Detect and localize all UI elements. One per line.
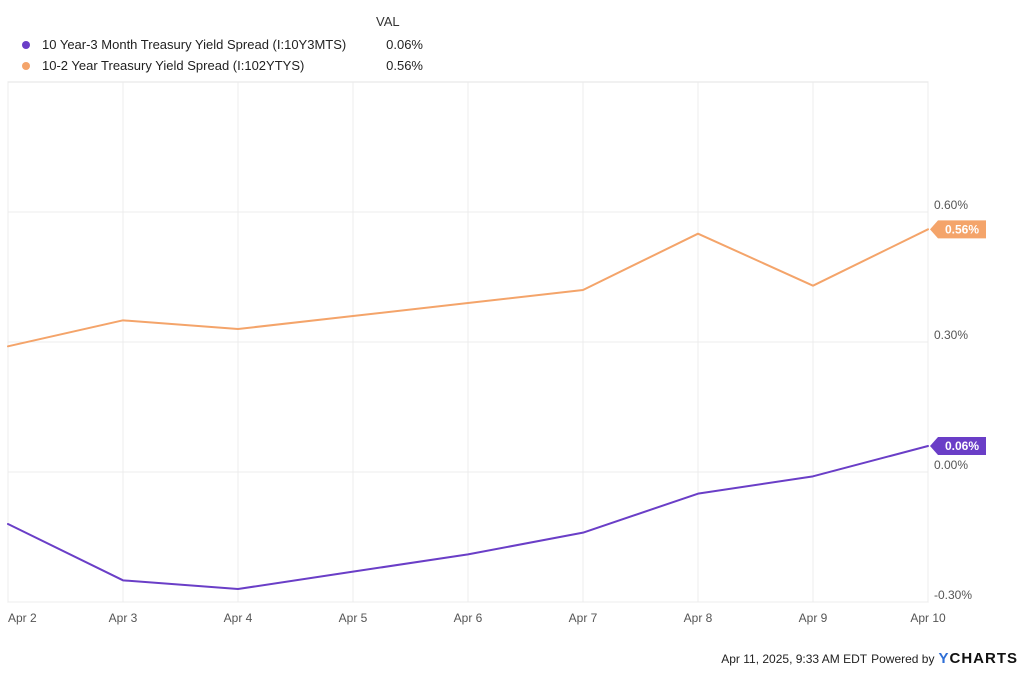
end-value-label: 0.06% <box>945 439 979 453</box>
x-tick-label: Apr 10 <box>910 611 946 625</box>
ycharts-logo-text: CHARTS <box>949 650 1018 667</box>
end-value-label: 0.56% <box>945 222 979 236</box>
legend-series-value: 0.56% <box>386 58 423 73</box>
x-tick-label: Apr 7 <box>569 611 598 625</box>
x-tick-label: Apr 8 <box>684 611 713 625</box>
legend-series-value: 0.06% <box>386 37 423 52</box>
y-tick-label: 0.30% <box>934 328 968 342</box>
x-tick-label: Apr 4 <box>224 611 253 625</box>
ycharts-logo-mark: Y <box>938 650 950 667</box>
powered-by-text: Powered by <box>871 651 935 666</box>
series-color-dot <box>22 41 30 49</box>
timestamp: Apr 11, 2025, 9:33 AM EDT <box>721 651 868 666</box>
x-tick-label: Apr 6 <box>454 611 483 625</box>
legend: VAL 10 Year-3 Month Treasury Yield Sprea… <box>0 0 423 80</box>
legend-series-name: 10-2 Year Treasury Yield Spread (I:102YT… <box>42 58 305 73</box>
x-tick-label: Apr 3 <box>109 611 138 625</box>
y-tick-label: 0.00% <box>934 458 968 472</box>
end-value-badge <box>930 437 986 455</box>
x-tick-label: Apr 5 <box>339 611 368 625</box>
ycharts-logo[interactable]: Y CHARTS <box>938 650 1018 667</box>
series-line <box>7 228 929 348</box>
series-line <box>7 445 929 590</box>
end-value-badge <box>930 220 986 239</box>
y-tick-label: -0.30% <box>934 588 972 602</box>
y-tick-label: 0.60% <box>934 198 968 212</box>
legend-series-name: 10 Year-3 Month Treasury Yield Spread (I… <box>42 37 347 52</box>
x-tick-label: Apr 2 <box>8 611 37 625</box>
x-tick-label: Apr 9 <box>799 611 828 625</box>
footer: Apr 11, 2025, 9:33 AM EDT Powered by Y CH… <box>721 650 1018 667</box>
series-color-dot <box>22 62 30 70</box>
legend-value-header: VAL <box>376 14 400 29</box>
